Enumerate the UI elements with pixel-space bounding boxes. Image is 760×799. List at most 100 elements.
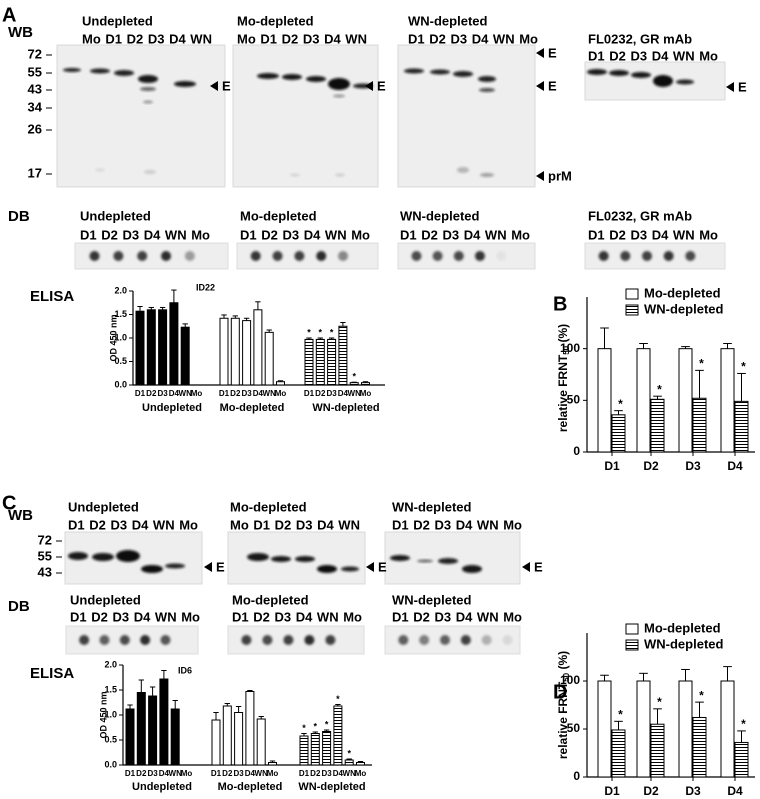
group-label: Undepleted xyxy=(132,781,192,793)
annotation: * xyxy=(319,327,323,337)
group-label: Mo-depleted xyxy=(218,781,283,793)
bar xyxy=(597,680,612,778)
dot xyxy=(99,635,110,645)
y-axis-label-sub: 50 xyxy=(562,672,571,681)
dot xyxy=(419,635,430,645)
lane-labels: Mo D1 D2 D3 D4 WN xyxy=(82,31,212,46)
band-label: E xyxy=(378,559,387,574)
bar xyxy=(734,400,749,453)
x-tick-label: D1 xyxy=(125,769,136,778)
x-tick-label: D4 xyxy=(727,459,743,473)
dot xyxy=(316,251,327,261)
band xyxy=(257,73,279,79)
bar xyxy=(219,317,229,386)
x-tick-label: D2 xyxy=(643,784,659,798)
dot xyxy=(481,635,492,645)
legend-label: Mo-depleted xyxy=(644,620,721,635)
y-axis-label-main: relative FRNT xyxy=(556,354,570,432)
bar xyxy=(148,695,158,766)
marker-label: 43 xyxy=(38,564,52,579)
section-label: ELISA xyxy=(30,665,74,682)
annotation: * xyxy=(347,748,351,758)
section-label: DB xyxy=(8,598,30,615)
band-label: E xyxy=(377,78,386,93)
legend-swatch xyxy=(625,288,639,300)
group-label: WN-depleted xyxy=(312,402,379,414)
blot xyxy=(232,44,379,188)
lane-labels: D1 D2 D3 D4 WN Mo xyxy=(408,31,538,46)
dot xyxy=(620,251,631,261)
band xyxy=(141,565,163,573)
dot xyxy=(160,635,171,645)
bar xyxy=(230,317,240,386)
x-tick-label: D2 xyxy=(146,389,157,398)
bar xyxy=(650,723,665,778)
band xyxy=(457,167,469,173)
band xyxy=(341,566,359,572)
band xyxy=(462,565,482,573)
dot xyxy=(184,251,195,261)
annotation: * xyxy=(657,695,662,709)
band xyxy=(335,173,345,177)
group-label: WN-depleted xyxy=(298,781,365,793)
arrowhead xyxy=(210,81,218,91)
x-tick-label: D1 xyxy=(604,459,620,473)
legend-label: WN-depleted xyxy=(644,636,724,651)
x-tick-label: D1 xyxy=(604,784,620,798)
y-tick-label: 0 xyxy=(573,769,580,783)
x-tick-label: D3 xyxy=(321,769,332,778)
y-tick-label: 0.5 xyxy=(114,356,127,366)
arrowhead xyxy=(536,81,544,91)
x-tick-label: WN xyxy=(263,389,277,398)
bar xyxy=(734,741,749,778)
bar xyxy=(125,708,135,766)
bar xyxy=(692,716,707,778)
dot xyxy=(262,635,273,645)
bar xyxy=(253,309,263,386)
x-tick-label: D2 xyxy=(310,769,321,778)
x-tick-label: D3 xyxy=(241,389,252,398)
group-label: Mo-depleted xyxy=(220,402,285,414)
bar xyxy=(333,705,343,766)
lane-labels: Mo D1 D2 D3 D4 WN xyxy=(237,31,367,46)
chart-title: ID6 xyxy=(178,665,192,675)
band xyxy=(676,79,694,85)
bar xyxy=(636,680,651,778)
x-tick-label: D3 xyxy=(157,389,168,398)
marker-label: 72 xyxy=(38,532,52,547)
bar xyxy=(180,326,190,386)
band xyxy=(116,550,140,562)
legend-label: WN-depleted xyxy=(644,301,724,316)
band xyxy=(95,168,105,172)
y-tick-label: 0.5 xyxy=(104,734,117,744)
dot xyxy=(598,251,609,261)
band-label: E xyxy=(548,45,557,60)
band xyxy=(631,72,651,78)
annotation: * xyxy=(657,382,662,396)
x-tick-label: WN xyxy=(255,769,269,778)
dot xyxy=(294,251,305,261)
band xyxy=(479,88,495,92)
bar xyxy=(692,397,707,453)
y-axis-label: OD 450 nm xyxy=(98,691,108,738)
x-tick-label: WN xyxy=(179,389,193,398)
band xyxy=(417,559,433,563)
group-title: WN-depleted xyxy=(392,499,472,514)
x-tick-label: D4 xyxy=(245,769,256,778)
bar xyxy=(361,382,370,386)
dot xyxy=(453,251,464,261)
x-tick-label: D3 xyxy=(326,389,337,398)
band xyxy=(306,76,326,82)
panel-label: A xyxy=(2,4,16,26)
legend-label: Mo-depleted xyxy=(644,285,721,300)
band-label: E xyxy=(738,79,747,94)
band-label: E xyxy=(548,78,557,93)
lane-labels: D1 D2 D3 D4 WN Mo xyxy=(240,227,370,242)
x-tick-label: D4 xyxy=(333,769,344,778)
dot xyxy=(161,251,172,261)
x-tick-label: D1 xyxy=(299,769,310,778)
dot xyxy=(113,251,124,261)
lane-labels: D1 D2 D3 D4 WN Mo xyxy=(68,517,198,532)
bar xyxy=(135,310,145,386)
y-tick-label: 50 xyxy=(567,393,581,407)
